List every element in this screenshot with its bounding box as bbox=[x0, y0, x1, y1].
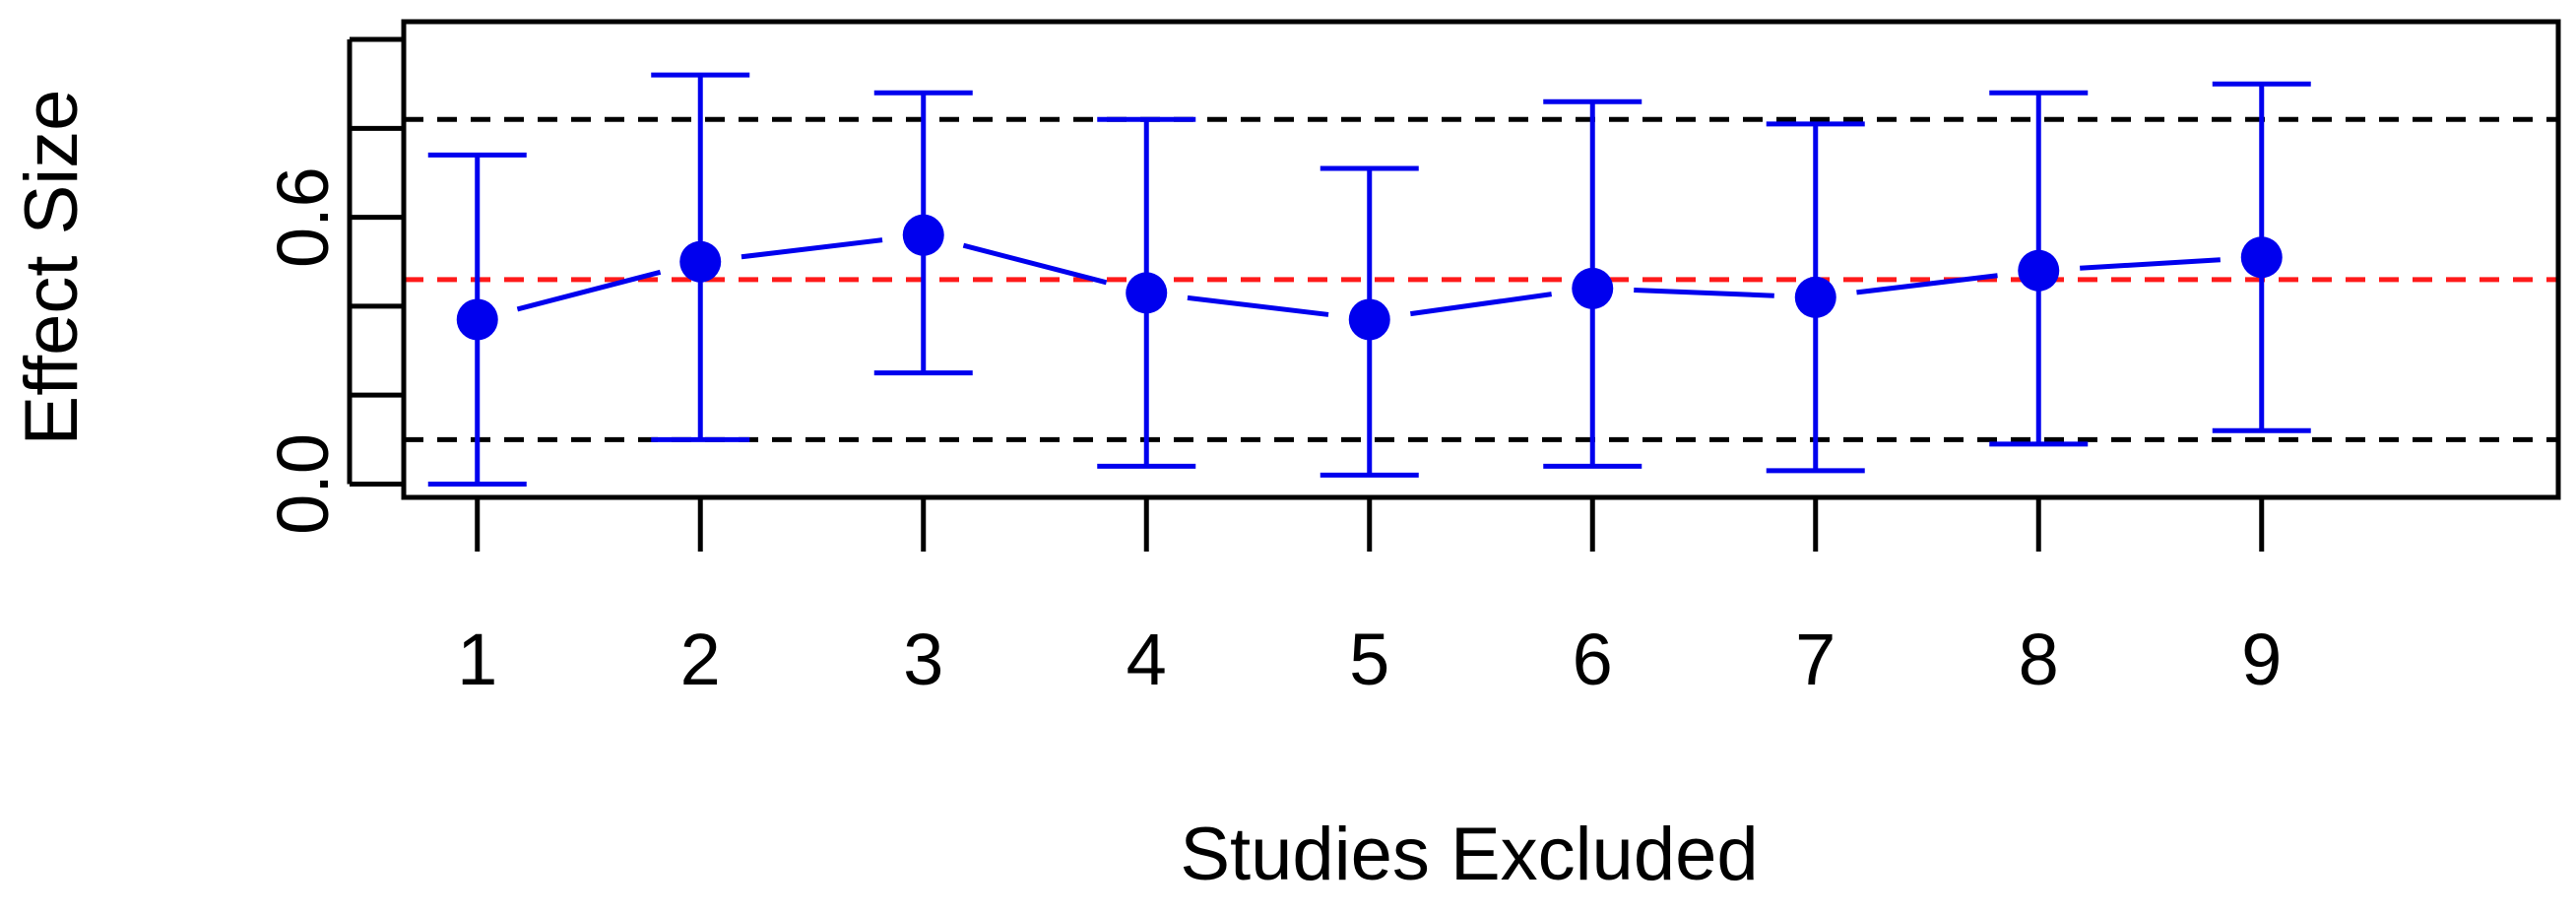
data-point bbox=[456, 298, 498, 341]
connector-segment bbox=[516, 269, 662, 312]
data-points bbox=[456, 214, 2283, 341]
x-tick-label: 1 bbox=[457, 619, 497, 700]
connector-segment bbox=[1187, 294, 1329, 317]
y-axis-title: Effect Size bbox=[10, 90, 94, 446]
x-tick-label: 6 bbox=[1573, 619, 1613, 700]
data-point bbox=[679, 240, 722, 283]
connector-segment bbox=[1856, 273, 1998, 295]
x-tick-label: 3 bbox=[903, 619, 943, 700]
data-point bbox=[1572, 267, 1614, 309]
connector-segment bbox=[962, 242, 1108, 286]
y-tick-label: 0.0 bbox=[262, 433, 344, 535]
connector-segment bbox=[1634, 288, 1774, 298]
connector-lines bbox=[516, 237, 2221, 317]
data-point bbox=[1794, 276, 1836, 318]
reference-lines bbox=[404, 116, 2558, 442]
connector-segment bbox=[2080, 257, 2221, 271]
connector-segment bbox=[1410, 292, 1552, 317]
connector-segment bbox=[741, 237, 883, 260]
data-point bbox=[2240, 236, 2283, 279]
data-point bbox=[1348, 298, 1390, 341]
x-tick-label: 7 bbox=[1795, 619, 1835, 700]
x-axis-title: Studies Excluded bbox=[1180, 813, 1758, 896]
x-tick-label: 4 bbox=[1127, 619, 1167, 700]
x-axis: 1 2 3 4 5 6 7 8 9 bbox=[457, 497, 2282, 700]
data-point bbox=[2018, 249, 2060, 292]
y-tick-label: 0.6 bbox=[262, 166, 344, 268]
x-tick-label: 9 bbox=[2241, 619, 2282, 700]
x-tick-label: 5 bbox=[1349, 619, 1389, 700]
data-point bbox=[1126, 272, 1168, 314]
data-point bbox=[902, 214, 944, 256]
y-axis: 0.0 0.6 bbox=[262, 36, 404, 535]
plot-frame bbox=[401, 19, 2561, 500]
x-tick-label: 2 bbox=[680, 619, 721, 700]
x-tick-label: 8 bbox=[2019, 619, 2059, 700]
